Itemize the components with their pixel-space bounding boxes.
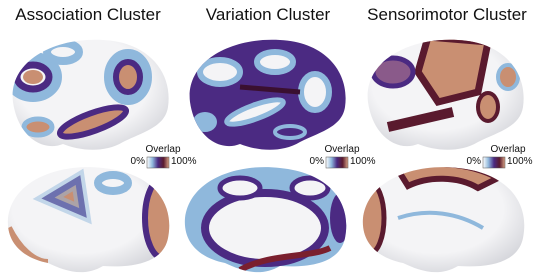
panel-title: Variation Cluster	[206, 5, 331, 24]
legend-min: 0%	[131, 156, 146, 167]
legend-min: 0%	[310, 156, 325, 167]
brain-medial	[185, 167, 350, 272]
panel-association: Association Cluster	[8, 5, 197, 272]
panel-title: Association Cluster	[15, 5, 161, 24]
colorbar	[147, 157, 169, 168]
figure: Association Cluster	[0, 0, 533, 275]
colorbar	[326, 157, 348, 168]
panel-variation: Variation Cluster Overlap	[185, 5, 376, 272]
brain-medial	[356, 164, 524, 272]
legend-label: Overlap	[490, 144, 525, 155]
legend-max: 100%	[507, 156, 533, 167]
legend-max: 100%	[171, 156, 197, 167]
legend-label: Overlap	[145, 144, 180, 155]
panel-sensorimotor: Sensorimotor Cluster Overlap 0% 100%	[356, 5, 533, 272]
panel-title: Sensorimotor Cluster	[367, 5, 527, 24]
brain-lateral	[368, 37, 524, 150]
legend-label: Overlap	[324, 144, 359, 155]
brain-lateral	[11, 40, 169, 150]
legend-max: 100%	[350, 156, 376, 167]
brain-lateral	[190, 40, 346, 150]
colorbar	[483, 157, 505, 168]
legend-min: 0%	[467, 156, 482, 167]
brain-medial	[8, 167, 181, 272]
